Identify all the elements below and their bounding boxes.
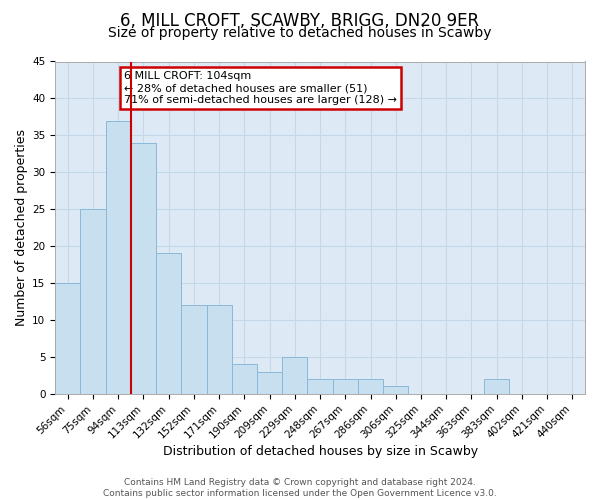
- Bar: [332, 379, 358, 394]
- Text: 6, MILL CROFT, SCAWBY, BRIGG, DN20 9ER: 6, MILL CROFT, SCAWBY, BRIGG, DN20 9ER: [121, 12, 479, 30]
- Text: Size of property relative to detached houses in Scawby: Size of property relative to detached ho…: [108, 26, 492, 40]
- Text: Contains HM Land Registry data © Crown copyright and database right 2024.
Contai: Contains HM Land Registry data © Crown c…: [103, 478, 497, 498]
- Bar: [383, 386, 409, 394]
- Y-axis label: Number of detached properties: Number of detached properties: [15, 129, 28, 326]
- Bar: [131, 142, 156, 394]
- Bar: [156, 254, 181, 394]
- Bar: [206, 305, 232, 394]
- Bar: [484, 379, 509, 394]
- Bar: [232, 364, 257, 394]
- Bar: [282, 357, 307, 394]
- Text: 6 MILL CROFT: 104sqm
← 28% of detached houses are smaller (51)
71% of semi-detac: 6 MILL CROFT: 104sqm ← 28% of detached h…: [124, 72, 397, 104]
- Bar: [181, 305, 206, 394]
- Bar: [257, 372, 282, 394]
- Bar: [106, 120, 131, 394]
- Bar: [307, 379, 332, 394]
- Bar: [358, 379, 383, 394]
- Bar: [80, 209, 106, 394]
- Bar: [55, 283, 80, 394]
- X-axis label: Distribution of detached houses by size in Scawby: Distribution of detached houses by size …: [163, 444, 478, 458]
